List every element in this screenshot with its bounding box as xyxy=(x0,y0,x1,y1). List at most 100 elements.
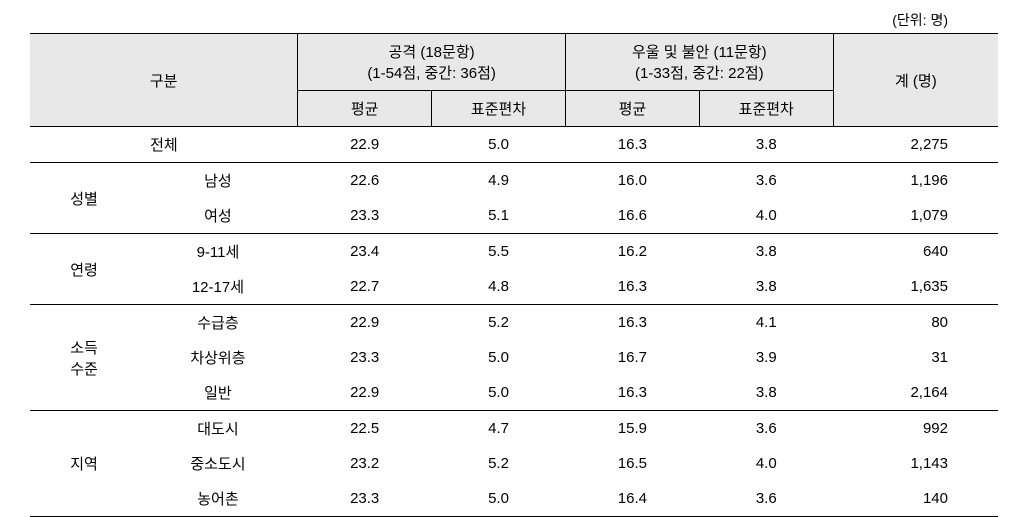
cell-income-1-a-mean: 23.3 xyxy=(298,340,432,375)
header-a-mean: 평균 xyxy=(298,91,432,127)
stats-table: 구분 공격 (18문항) (1-54점, 중간: 36점) 우울 및 불안 (1… xyxy=(30,33,998,517)
cell-age-1-a-sd: 4.8 xyxy=(432,269,566,305)
cell-income-1-b-mean: 16.7 xyxy=(565,340,699,375)
table-header: 구분 공격 (18문항) (1-54점, 중간: 36점) 우울 및 불안 (1… xyxy=(30,34,998,127)
cell-income-2-b-mean: 16.3 xyxy=(565,375,699,411)
cell-income-0-a-sd: 5.2 xyxy=(432,305,566,341)
header-b-mean: 평균 xyxy=(565,91,699,127)
cell-age-0-a-sd: 5.5 xyxy=(432,234,566,270)
row-overall: 전체 22.9 5.0 16.3 3.8 2,275 xyxy=(30,127,998,163)
cell-income-2-label: 일반 xyxy=(138,375,298,411)
cell-gender-1-b-sd: 4.0 xyxy=(699,198,833,234)
cell-gender-1-a-sd: 5.1 xyxy=(432,198,566,234)
cell-region-2-a-mean: 23.3 xyxy=(298,481,432,517)
cell-income-1-a-sd: 5.0 xyxy=(432,340,566,375)
cell-gender-0-b-sd: 3.6 xyxy=(699,163,833,199)
row-region-0: 지역 대도시 22.5 4.7 15.9 3.6 992 xyxy=(30,411,998,447)
cell-overall-a-sd: 5.0 xyxy=(432,127,566,163)
row-age-1: 12-17세 22.7 4.8 16.3 3.8 1,635 xyxy=(30,269,998,305)
cell-income-1-count: 31 xyxy=(833,340,998,375)
cell-region-0-count: 992 xyxy=(833,411,998,447)
cell-age-0-b-sd: 3.8 xyxy=(699,234,833,270)
row-region-2: 농어촌 23.3 5.0 16.4 3.6 140 xyxy=(30,481,998,517)
cell-overall-b-mean: 16.3 xyxy=(565,127,699,163)
header-group-a-title: 공격 (18문항) xyxy=(389,44,475,61)
cell-age-0-count: 640 xyxy=(833,234,998,270)
cell-age-0-label: 9-11세 xyxy=(138,234,298,270)
cell-region-2-b-mean: 16.4 xyxy=(565,481,699,517)
group-income-label-line1: 소득 xyxy=(70,340,98,357)
cell-income-1-b-sd: 3.9 xyxy=(699,340,833,375)
table-body: 전체 22.9 5.0 16.3 3.8 2,275 성별 남성 22.6 4.… xyxy=(30,127,998,517)
cell-age-0-b-mean: 16.2 xyxy=(565,234,699,270)
cell-income-2-a-mean: 22.9 xyxy=(298,375,432,411)
row-gender-1: 여성 23.3 5.1 16.6 4.0 1,079 xyxy=(30,198,998,234)
cell-age-0-a-mean: 23.4 xyxy=(298,234,432,270)
cell-region-1-a-mean: 23.2 xyxy=(298,446,432,481)
group-income-label: 소득 수준 xyxy=(30,305,138,411)
cell-income-2-count: 2,164 xyxy=(833,375,998,411)
cell-region-1-b-sd: 4.0 xyxy=(699,446,833,481)
cell-region-0-a-mean: 22.5 xyxy=(298,411,432,447)
header-group-b: 우울 및 불안 (11문항) (1-33점, 중간: 22점) xyxy=(565,34,833,91)
cell-region-0-label: 대도시 xyxy=(138,411,298,447)
cell-gender-0-label: 남성 xyxy=(138,163,298,199)
unit-label: (단위: 명) xyxy=(30,10,998,30)
cell-overall-count: 2,275 xyxy=(833,127,998,163)
cell-income-0-a-mean: 22.9 xyxy=(298,305,432,341)
cell-overall-a-mean: 22.9 xyxy=(298,127,432,163)
cell-region-2-b-sd: 3.6 xyxy=(699,481,833,517)
group-age-label: 연령 xyxy=(30,234,138,305)
header-group-b-title: 우울 및 불안 (11문항) xyxy=(632,44,767,61)
cell-gender-0-count: 1,196 xyxy=(833,163,998,199)
cell-income-2-b-sd: 3.8 xyxy=(699,375,833,411)
cell-age-1-count: 1,635 xyxy=(833,269,998,305)
cell-age-1-b-mean: 16.3 xyxy=(565,269,699,305)
group-income-label-line2: 수준 xyxy=(70,361,98,378)
cell-age-1-a-mean: 22.7 xyxy=(298,269,432,305)
header-total: 계 (명) xyxy=(833,34,998,127)
cell-gender-1-count: 1,079 xyxy=(833,198,998,234)
cell-region-1-count: 1,143 xyxy=(833,446,998,481)
cell-age-1-b-sd: 3.8 xyxy=(699,269,833,305)
row-income-2: 일반 22.9 5.0 16.3 3.8 2,164 xyxy=(30,375,998,411)
cell-region-2-count: 140 xyxy=(833,481,998,517)
header-a-sd: 표준편차 xyxy=(432,91,566,127)
header-group-b-sub: (1-33점, 중간: 22점) xyxy=(635,65,764,82)
cell-overall-label: 전체 xyxy=(30,127,298,163)
row-income-0: 소득 수준 수급층 22.9 5.2 16.3 4.1 80 xyxy=(30,305,998,341)
header-row-1: 구분 공격 (18문항) (1-54점, 중간: 36점) 우울 및 불안 (1… xyxy=(30,34,998,91)
cell-region-1-label: 중소도시 xyxy=(138,446,298,481)
cell-gender-0-a-mean: 22.6 xyxy=(298,163,432,199)
cell-region-0-b-sd: 3.6 xyxy=(699,411,833,447)
row-income-1: 차상위층 23.3 5.0 16.7 3.9 31 xyxy=(30,340,998,375)
cell-region-1-b-mean: 16.5 xyxy=(565,446,699,481)
group-region-label: 지역 xyxy=(30,411,138,517)
cell-region-0-b-mean: 15.9 xyxy=(565,411,699,447)
header-b-sd: 표준편차 xyxy=(699,91,833,127)
cell-income-0-count: 80 xyxy=(833,305,998,341)
header-category: 구분 xyxy=(30,34,298,127)
cell-income-0-b-mean: 16.3 xyxy=(565,305,699,341)
cell-gender-1-a-mean: 23.3 xyxy=(298,198,432,234)
cell-income-2-a-sd: 5.0 xyxy=(432,375,566,411)
cell-overall-b-sd: 3.8 xyxy=(699,127,833,163)
cell-income-1-label: 차상위층 xyxy=(138,340,298,375)
cell-region-0-a-sd: 4.7 xyxy=(432,411,566,447)
row-region-1: 중소도시 23.2 5.2 16.5 4.0 1,143 xyxy=(30,446,998,481)
row-age-0: 연령 9-11세 23.4 5.5 16.2 3.8 640 xyxy=(30,234,998,270)
header-group-a: 공격 (18문항) (1-54점, 중간: 36점) xyxy=(298,34,566,91)
cell-region-2-label: 농어촌 xyxy=(138,481,298,517)
cell-age-1-label: 12-17세 xyxy=(138,269,298,305)
cell-region-2-a-sd: 5.0 xyxy=(432,481,566,517)
cell-region-1-a-sd: 5.2 xyxy=(432,446,566,481)
row-gender-0: 성별 남성 22.6 4.9 16.0 3.6 1,196 xyxy=(30,163,998,199)
cell-gender-0-a-sd: 4.9 xyxy=(432,163,566,199)
cell-gender-1-label: 여성 xyxy=(138,198,298,234)
cell-gender-1-b-mean: 16.6 xyxy=(565,198,699,234)
cell-income-0-b-sd: 4.1 xyxy=(699,305,833,341)
group-gender-label: 성별 xyxy=(30,163,138,234)
header-group-a-sub: (1-54점, 중간: 36점) xyxy=(367,65,496,82)
cell-income-0-label: 수급층 xyxy=(138,305,298,341)
cell-gender-0-b-mean: 16.0 xyxy=(565,163,699,199)
